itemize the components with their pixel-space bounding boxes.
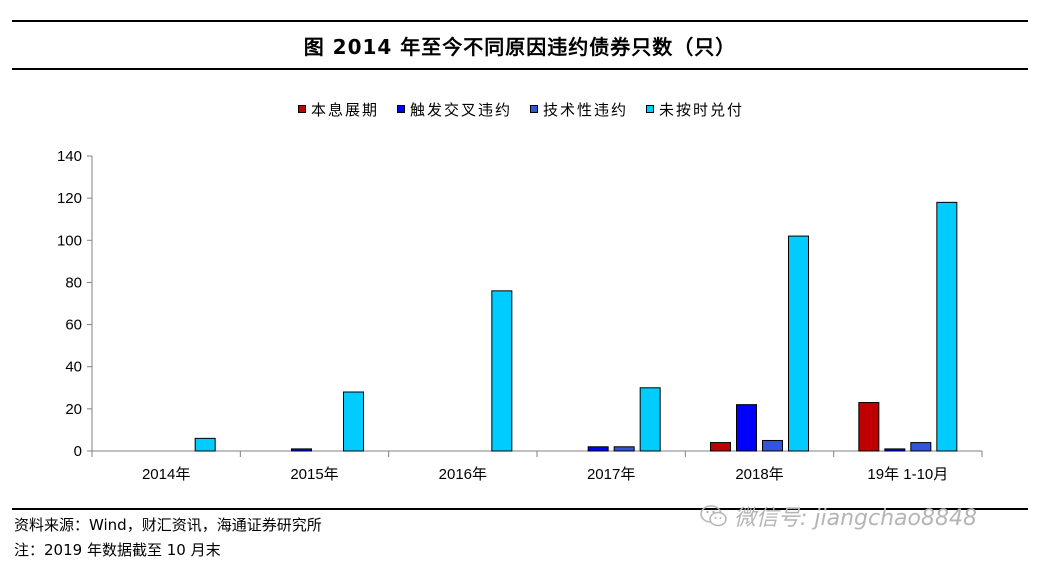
bar-3-5 — [936, 201, 958, 452]
x-tick-label-5: 19年 1-10月 — [867, 466, 948, 483]
legend-label-3: 未按时兑付 — [659, 100, 745, 119]
source-note: 资料来源：Wind，财汇资讯，海通证券研究所 — [14, 516, 322, 534]
bar-2-4 — [762, 439, 783, 452]
bar-3-1 — [343, 391, 364, 452]
legend-label-2: 技术性违约 — [543, 100, 629, 119]
bar-0-4 — [710, 442, 731, 452]
footnote: 注：2019 年数据截至 10 月末 — [14, 541, 221, 559]
bar-3-3 — [639, 387, 661, 452]
y-tick-label-2: 40 — [65, 359, 82, 376]
bar-3-2 — [491, 290, 513, 452]
legend-item-0: 本息展期 — [297, 99, 379, 120]
legend-item-2: 技术性违约 — [530, 99, 628, 120]
y-tick-label-4: 80 — [65, 274, 82, 291]
y-tick-label-3: 60 — [65, 317, 82, 334]
bar-1-5 — [884, 448, 906, 452]
bar-1-3 — [587, 446, 609, 452]
legend-swatch-3 — [646, 105, 655, 113]
x-tick-label-2: 2016年 — [439, 466, 487, 483]
y-tick-label-1: 20 — [65, 401, 82, 418]
y-tick-label-0: 0 — [74, 443, 82, 460]
y-tick-label-7: 140 — [57, 148, 82, 165]
wechat-icon — [700, 505, 727, 527]
legend: 本息展期 触发交叉违约 技术性违约 未按时兑付 — [0, 97, 1042, 121]
x-tick-label-0: 2014年 — [142, 466, 190, 483]
legend-label-1: 触发交叉违约 — [409, 100, 512, 119]
legend-item-1: 触发交叉违约 — [396, 99, 512, 120]
bar-1-4 — [736, 404, 757, 452]
x-tick-label-3: 2017年 — [587, 466, 635, 483]
bar-2-3 — [613, 446, 635, 452]
x-tick-label-1: 2015年 — [290, 466, 338, 483]
y-tick-label-6: 120 — [57, 190, 82, 207]
bar-3-4 — [788, 235, 809, 452]
watermark: 微信号: jiangchao8848 — [700, 500, 977, 532]
watermark-text: 微信号: jiangchao8848 — [734, 506, 977, 531]
legend-swatch-1 — [396, 105, 405, 113]
bar-2-5 — [910, 442, 932, 452]
footer-rule — [12, 508, 1028, 510]
legend-swatch-0 — [297, 105, 306, 113]
legend-item-3: 未按时兑付 — [646, 99, 744, 120]
bar-0-5 — [858, 402, 880, 452]
legend-swatch-2 — [530, 105, 538, 113]
bar-1-1 — [291, 448, 312, 452]
x-tick-label-4: 2018年 — [735, 466, 783, 483]
bar-3-0 — [194, 437, 216, 452]
chart-title: 图 2014 年至今不同原因违约债券只数（只） — [303, 34, 737, 59]
y-tick-label-5: 100 — [57, 232, 82, 249]
title-bar: 图 2014 年至今不同原因违约债券只数（只） — [12, 20, 1028, 70]
legend-label-0: 本息展期 — [310, 100, 379, 119]
